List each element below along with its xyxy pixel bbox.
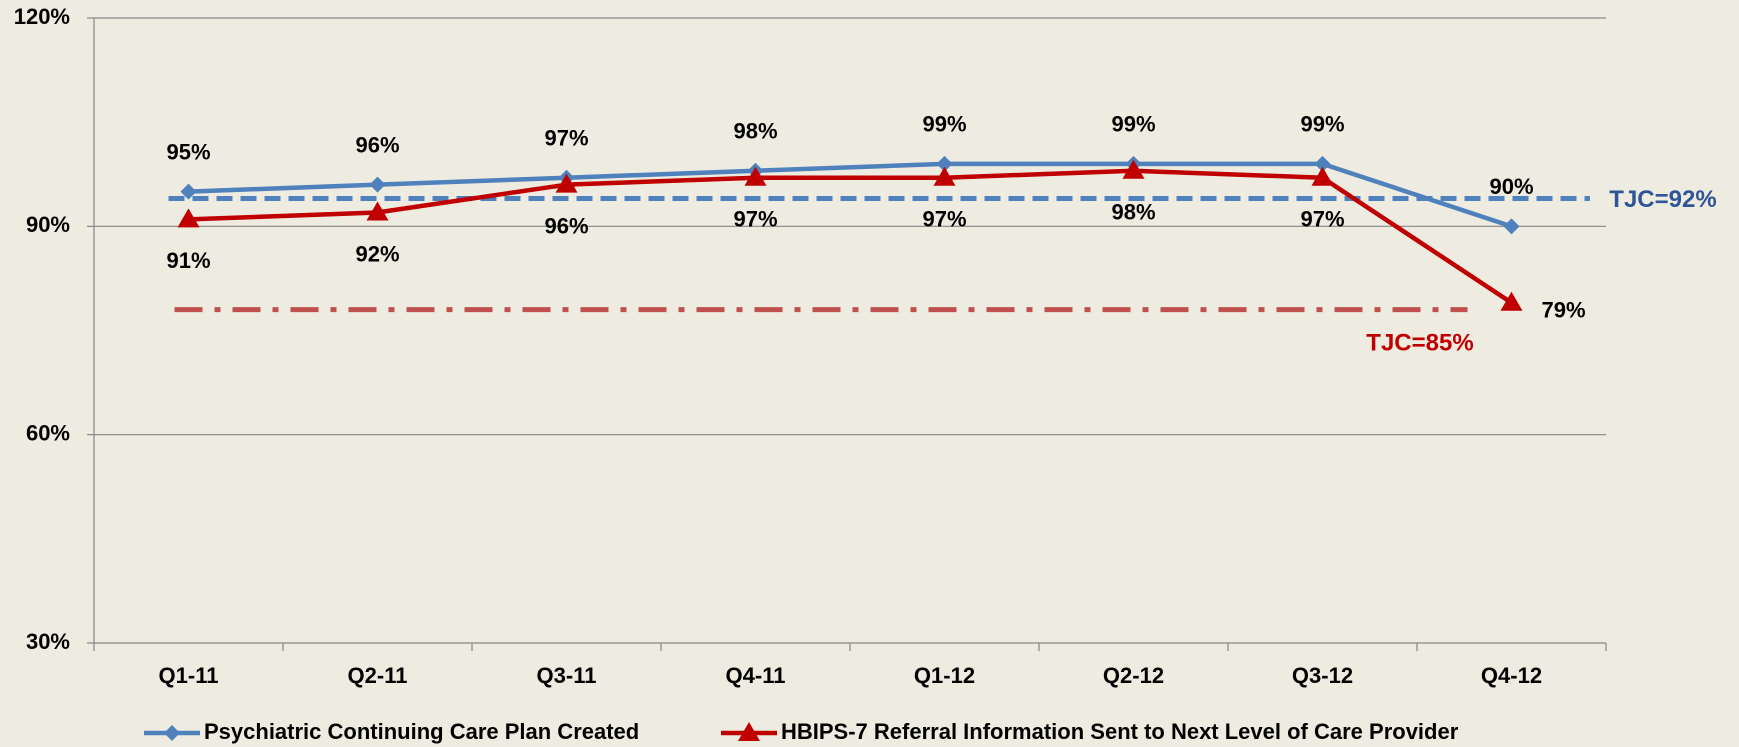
y-tick-label: 120% — [14, 4, 70, 29]
data-label: 97% — [544, 126, 588, 151]
x-tick-label: Q2-11 — [348, 663, 408, 688]
data-label: 99% — [1111, 112, 1155, 137]
marker — [744, 166, 767, 186]
annotation: TJC=85% — [1366, 329, 1473, 356]
marker — [933, 166, 956, 186]
x-tick-label: Q3-12 — [1292, 663, 1353, 688]
data-label: 96% — [544, 213, 588, 238]
data-label: 97% — [733, 207, 777, 232]
data-label: 97% — [922, 207, 966, 232]
data-label: 79% — [1542, 298, 1586, 323]
marker — [936, 155, 953, 172]
marker — [369, 176, 386, 193]
x-tick-label: Q3-11 — [537, 663, 597, 688]
data-label: 97% — [1300, 207, 1344, 232]
data-label: 99% — [1300, 112, 1344, 137]
legend-marker — [164, 725, 180, 741]
y-tick-label: 60% — [26, 420, 70, 445]
data-label: 99% — [922, 112, 966, 137]
y-tick-label: 90% — [26, 212, 70, 237]
x-tick-label: Q4-12 — [1481, 663, 1542, 688]
marker — [180, 183, 197, 200]
marker — [1503, 218, 1520, 235]
data-label: 90% — [1489, 174, 1533, 199]
y-tick-label: 30% — [26, 629, 70, 654]
annotation: TJC=92% — [1609, 186, 1716, 213]
data-label: 96% — [355, 132, 399, 157]
marker — [366, 201, 389, 221]
legend-marker — [738, 722, 760, 741]
marker — [1122, 159, 1145, 179]
marker — [555, 173, 578, 193]
legend-label: Psychiatric Continuing Care Plan Created — [204, 719, 639, 744]
marker — [1314, 155, 1331, 172]
marker — [177, 208, 200, 228]
series-line — [188, 161, 1513, 229]
data-label: 95% — [166, 139, 210, 164]
series-line — [188, 168, 1513, 305]
marker — [1311, 166, 1334, 186]
marker — [1500, 291, 1523, 311]
data-label: 98% — [1111, 200, 1155, 225]
data-label: 98% — [733, 119, 777, 144]
x-tick-label: Q2-12 — [1103, 663, 1164, 688]
x-tick-label: Q4-11 — [726, 663, 786, 688]
data-label: 92% — [355, 241, 399, 266]
x-tick-label: Q1-11 — [159, 663, 219, 688]
x-tick-label: Q1-12 — [914, 663, 975, 688]
data-label: 91% — [166, 248, 210, 273]
legend-label: HBIPS-7 Referral Information Sent to Nex… — [781, 719, 1459, 744]
